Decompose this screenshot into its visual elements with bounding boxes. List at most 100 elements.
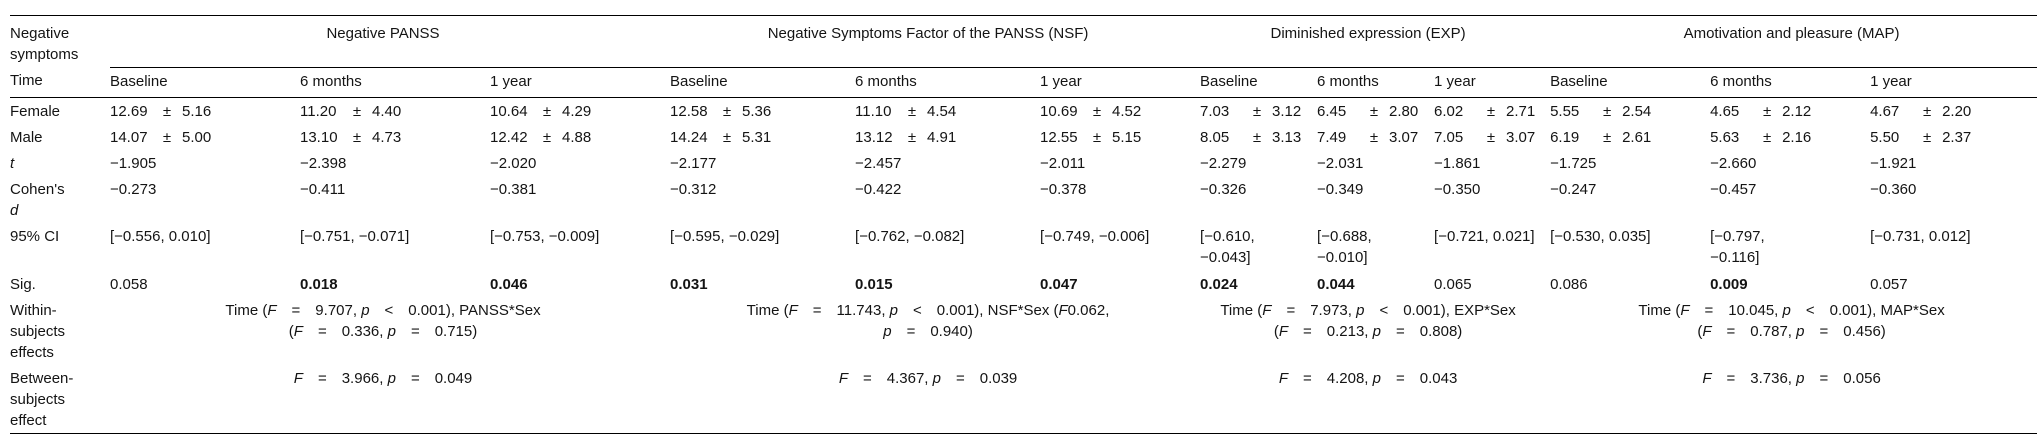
row-label-sig: Sig. — [10, 275, 36, 293]
cell-cohens_d: −0.422 — [855, 180, 902, 198]
cell-cohens_d: −0.326 — [1200, 180, 1247, 198]
negative-symptoms-results-table: Negative symptoms Negative PANSS Negative … — [10, 15, 2037, 434]
cell-cohens_d: −0.411 — [300, 180, 346, 198]
row-label-cohens_d: Cohen's d — [10, 180, 65, 219]
cell-sig: 0.046 — [490, 275, 528, 293]
cell-cohens_d: −0.378 — [1040, 180, 1087, 198]
row-label-t: t — [10, 154, 15, 172]
cell-ci: [−0.762, −0.082] — [855, 227, 965, 245]
cell-cohens_d: −0.360 — [1870, 180, 1917, 198]
row-male: Male 14.07 ±5.00 13.10 ±4.73 12.42 ±4.88 14.24 ±… — [10, 124, 2037, 150]
cell-ci: [−0.556, 0.010] — [110, 227, 211, 245]
cell-mean-sd: 10.64 ±4.29 — [490, 102, 592, 120]
cell-sig: 0.044 — [1317, 275, 1355, 293]
cell-mean-sd: 4.65 ±2.12 — [1710, 102, 1812, 120]
column-header-baseline: Baseline — [670, 67, 856, 98]
cell-ci: [−0.595, −0.029] — [670, 227, 780, 245]
column-header-baseline: Baseline — [1200, 67, 1318, 98]
corner-label-negative-symptoms: Negative symptoms — [10, 15, 110, 67]
cell-mean-sd: 5.50 ±2.37 — [1870, 128, 1972, 146]
cell-sig: 0.057 — [1870, 275, 1908, 293]
cell-mean-sd: 6.02 ±2.71 — [1434, 102, 1536, 120]
header-group-row: Negative symptoms Negative PANSS Negative … — [10, 15, 2037, 68]
cell-ci: [−0.749, −0.006] — [1040, 227, 1150, 245]
cell-mean-sd: 7.49 ±3.07 — [1317, 128, 1419, 146]
cell-ci: [−0.688, −0.010] — [1317, 227, 1372, 266]
cell-ci: [−0.530, 0.035] — [1550, 227, 1651, 245]
cell-mean-sd: 12.69 ±5.16 — [110, 102, 212, 120]
cell-ci: [−0.797, −0.116] — [1710, 227, 1765, 266]
cell-cohens_d: −0.381 — [490, 180, 537, 198]
group-header-map: Amotivation and pleasure (MAP) — [1550, 15, 2037, 68]
cell-sig: 0.024 — [1200, 275, 1238, 293]
row-within: Within- subjects effects Time (F = 9.707,… — [10, 297, 2037, 365]
row-label-ci: 95% CI — [10, 227, 60, 245]
cell-mean-sd: 6.19 ±2.61 — [1550, 128, 1652, 146]
row-label-male: Male — [10, 128, 43, 146]
cell-mean-sd: 7.03 ±3.12 — [1200, 102, 1302, 120]
cell-ci: [−0.610, −0.043] — [1200, 227, 1255, 266]
cell-between-panss: F = 3.966, p = 0.049 — [110, 364, 671, 434]
column-header-1-year: 1 year — [490, 67, 671, 98]
row-ci: 95% CI [−0.556, 0.010] [−0.751, −0.071] [−0… — [10, 223, 2037, 271]
cell-within-nsf: Time (F = 11.743, p < 0.001), NSF*Sex (F… — [746, 301, 1110, 340]
cell-cohens_d: −0.312 — [670, 180, 717, 198]
group-header-nsf: Negative Symptoms Factor of the PANSS (N… — [670, 15, 1201, 68]
cell-within-panss: Time (F = 9.707, p < 0.001), PANSS*Sex (F… — [225, 301, 541, 340]
cell-ci: [−0.721, 0.021] — [1434, 227, 1535, 245]
cell-ci: [−0.753, −0.009] — [490, 227, 600, 245]
cell-cohens_d: −0.349 — [1317, 180, 1364, 198]
cell-mean-sd: 8.05 ±3.13 — [1200, 128, 1302, 146]
cell-mean-sd: 6.45 ±2.80 — [1317, 102, 1419, 120]
cell-between-nsf: F = 4.367, p = 0.039 — [670, 364, 1201, 434]
column-header-6-months: 6 months — [855, 67, 1041, 98]
cell-mean-sd: 13.12 ±4.91 — [855, 128, 957, 146]
cell-t: −2.660 — [1710, 154, 1757, 172]
cell-mean-sd: 5.55 ±2.54 — [1550, 102, 1652, 120]
row-female: Female 12.69 ±5.16 11.20 ±4.40 10.64 ±4.29 12.5… — [10, 97, 2037, 124]
cell-mean-sd: 5.63 ±2.16 — [1710, 128, 1812, 146]
cell-mean-sd: 11.10 ±4.54 — [855, 102, 957, 120]
cell-sig: 0.058 — [110, 275, 148, 293]
column-header-6-months: 6 months — [1317, 67, 1435, 98]
column-header-6-months: 6 months — [300, 67, 490, 98]
row-label-female: Female — [10, 102, 61, 120]
cell-t: −2.279 — [1200, 154, 1247, 172]
row-label-between: Between- subjects effect — [10, 364, 110, 434]
cell-within-exp: Time (F = 7.973, p < 0.001), EXP*Sex (F =… — [1220, 301, 1516, 340]
group-header-panss: Negative PANSS — [110, 15, 671, 68]
cell-mean-sd: 14.24 ±5.31 — [670, 128, 772, 146]
cell-mean-sd: 12.42 ±4.88 — [490, 128, 592, 146]
cell-sig: 0.065 — [1434, 275, 1472, 293]
cell-cohens_d: −0.350 — [1434, 180, 1481, 198]
cell-sig: 0.009 — [1710, 275, 1748, 293]
cell-sig: 0.015 — [855, 275, 893, 293]
column-header-1-year: 1 year — [1870, 67, 2037, 98]
cell-ci: [−0.731, 0.012] — [1870, 227, 1971, 245]
header-time-row: Time Baseline 6 months 1 year Baseline 6 mont… — [10, 67, 2037, 98]
cell-mean-sd: 11.20 ±4.40 — [300, 102, 402, 120]
cell-t: −2.031 — [1317, 154, 1364, 172]
cell-within-map: Time (F = 10.045, p < 0.001), MAP*Sex (F … — [1638, 301, 1945, 340]
cell-sig: 0.086 — [1550, 275, 1588, 293]
cell-mean-sd: 13.10 ±4.73 — [300, 128, 402, 146]
row-t: t −1.905 −2.398 −2.020 −2.177 −2.457 −2.011 −2.… — [10, 150, 2037, 176]
column-header-baseline: Baseline — [1550, 67, 1711, 98]
cell-mean-sd: 10.69 ±4.52 — [1040, 102, 1142, 120]
row-sig: Sig. 0.058 0.018 0.046 0.031 0.015 0.047 0.024 0… — [10, 271, 2037, 297]
cell-ci: [−0.751, −0.071] — [300, 227, 410, 245]
row-cohens_d: Cohen's d −0.273 −0.411 −0.381 −0.312 −0.422 −… — [10, 176, 2037, 223]
cell-t: −1.725 — [1550, 154, 1597, 172]
cell-t: −2.177 — [670, 154, 717, 172]
column-header-6-months: 6 months — [1710, 67, 1871, 98]
cell-mean-sd: 7.05 ±3.07 — [1434, 128, 1536, 146]
cell-t: −1.905 — [110, 154, 157, 172]
cell-t: −2.020 — [490, 154, 537, 172]
cell-mean-sd: 12.55 ±5.15 — [1040, 128, 1142, 146]
column-header-1-year: 1 year — [1434, 67, 1551, 98]
cell-between-exp: F = 4.208, p = 0.043 — [1200, 364, 1551, 434]
cell-t: −2.457 — [855, 154, 902, 172]
column-header-1-year: 1 year — [1040, 67, 1201, 98]
cell-cohens_d: −0.273 — [110, 180, 157, 198]
